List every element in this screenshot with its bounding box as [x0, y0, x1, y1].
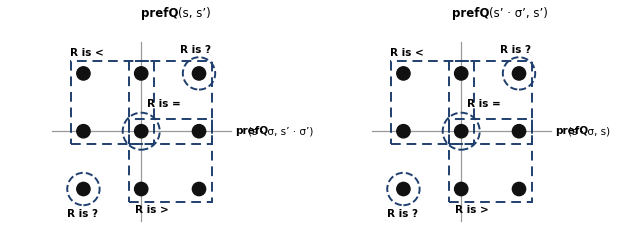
Text: R is ?: R is ? [387, 209, 418, 219]
Bar [390, 61, 474, 144]
Text: prefQ: prefQ [452, 7, 490, 20]
Text: (s, s’): (s, s’) [178, 7, 211, 20]
Bar [129, 61, 212, 144]
Text: R is <: R is < [70, 48, 103, 58]
Circle shape [77, 67, 90, 80]
Bar [70, 61, 154, 144]
Circle shape [454, 67, 468, 80]
Circle shape [193, 67, 205, 80]
Bar [449, 61, 532, 144]
Text: (s · σ, s’ · σ’): (s · σ, s’ · σ’) [248, 126, 314, 136]
Circle shape [454, 182, 468, 196]
Circle shape [397, 182, 410, 196]
Circle shape [193, 125, 205, 138]
Circle shape [134, 125, 148, 138]
Circle shape [134, 67, 148, 80]
Circle shape [134, 182, 148, 196]
Text: R is ?: R is ? [67, 209, 98, 219]
Text: prefQ: prefQ [236, 126, 269, 136]
Circle shape [513, 67, 525, 80]
Circle shape [454, 125, 468, 138]
Text: prefQ: prefQ [556, 126, 589, 136]
Text: (s’ · σ’, s’): (s’ · σ’, s’) [489, 7, 548, 20]
Circle shape [193, 182, 205, 196]
Circle shape [77, 182, 90, 196]
Text: R is ?: R is ? [500, 45, 531, 55]
Bar [449, 119, 532, 202]
Circle shape [397, 125, 410, 138]
Text: R is =: R is = [147, 99, 180, 109]
Circle shape [513, 182, 525, 196]
Circle shape [513, 125, 525, 138]
Text: R is =: R is = [467, 99, 500, 109]
Text: R is >: R is > [455, 205, 488, 215]
Text: prefQ: prefQ [141, 7, 179, 20]
Text: R is <: R is < [390, 48, 423, 58]
Text: R is >: R is > [135, 205, 168, 215]
Text: R is ?: R is ? [180, 45, 211, 55]
Circle shape [77, 125, 90, 138]
Bar [129, 119, 212, 202]
Circle shape [397, 67, 410, 80]
Text: (s · σ, s): (s · σ, s) [568, 126, 611, 136]
